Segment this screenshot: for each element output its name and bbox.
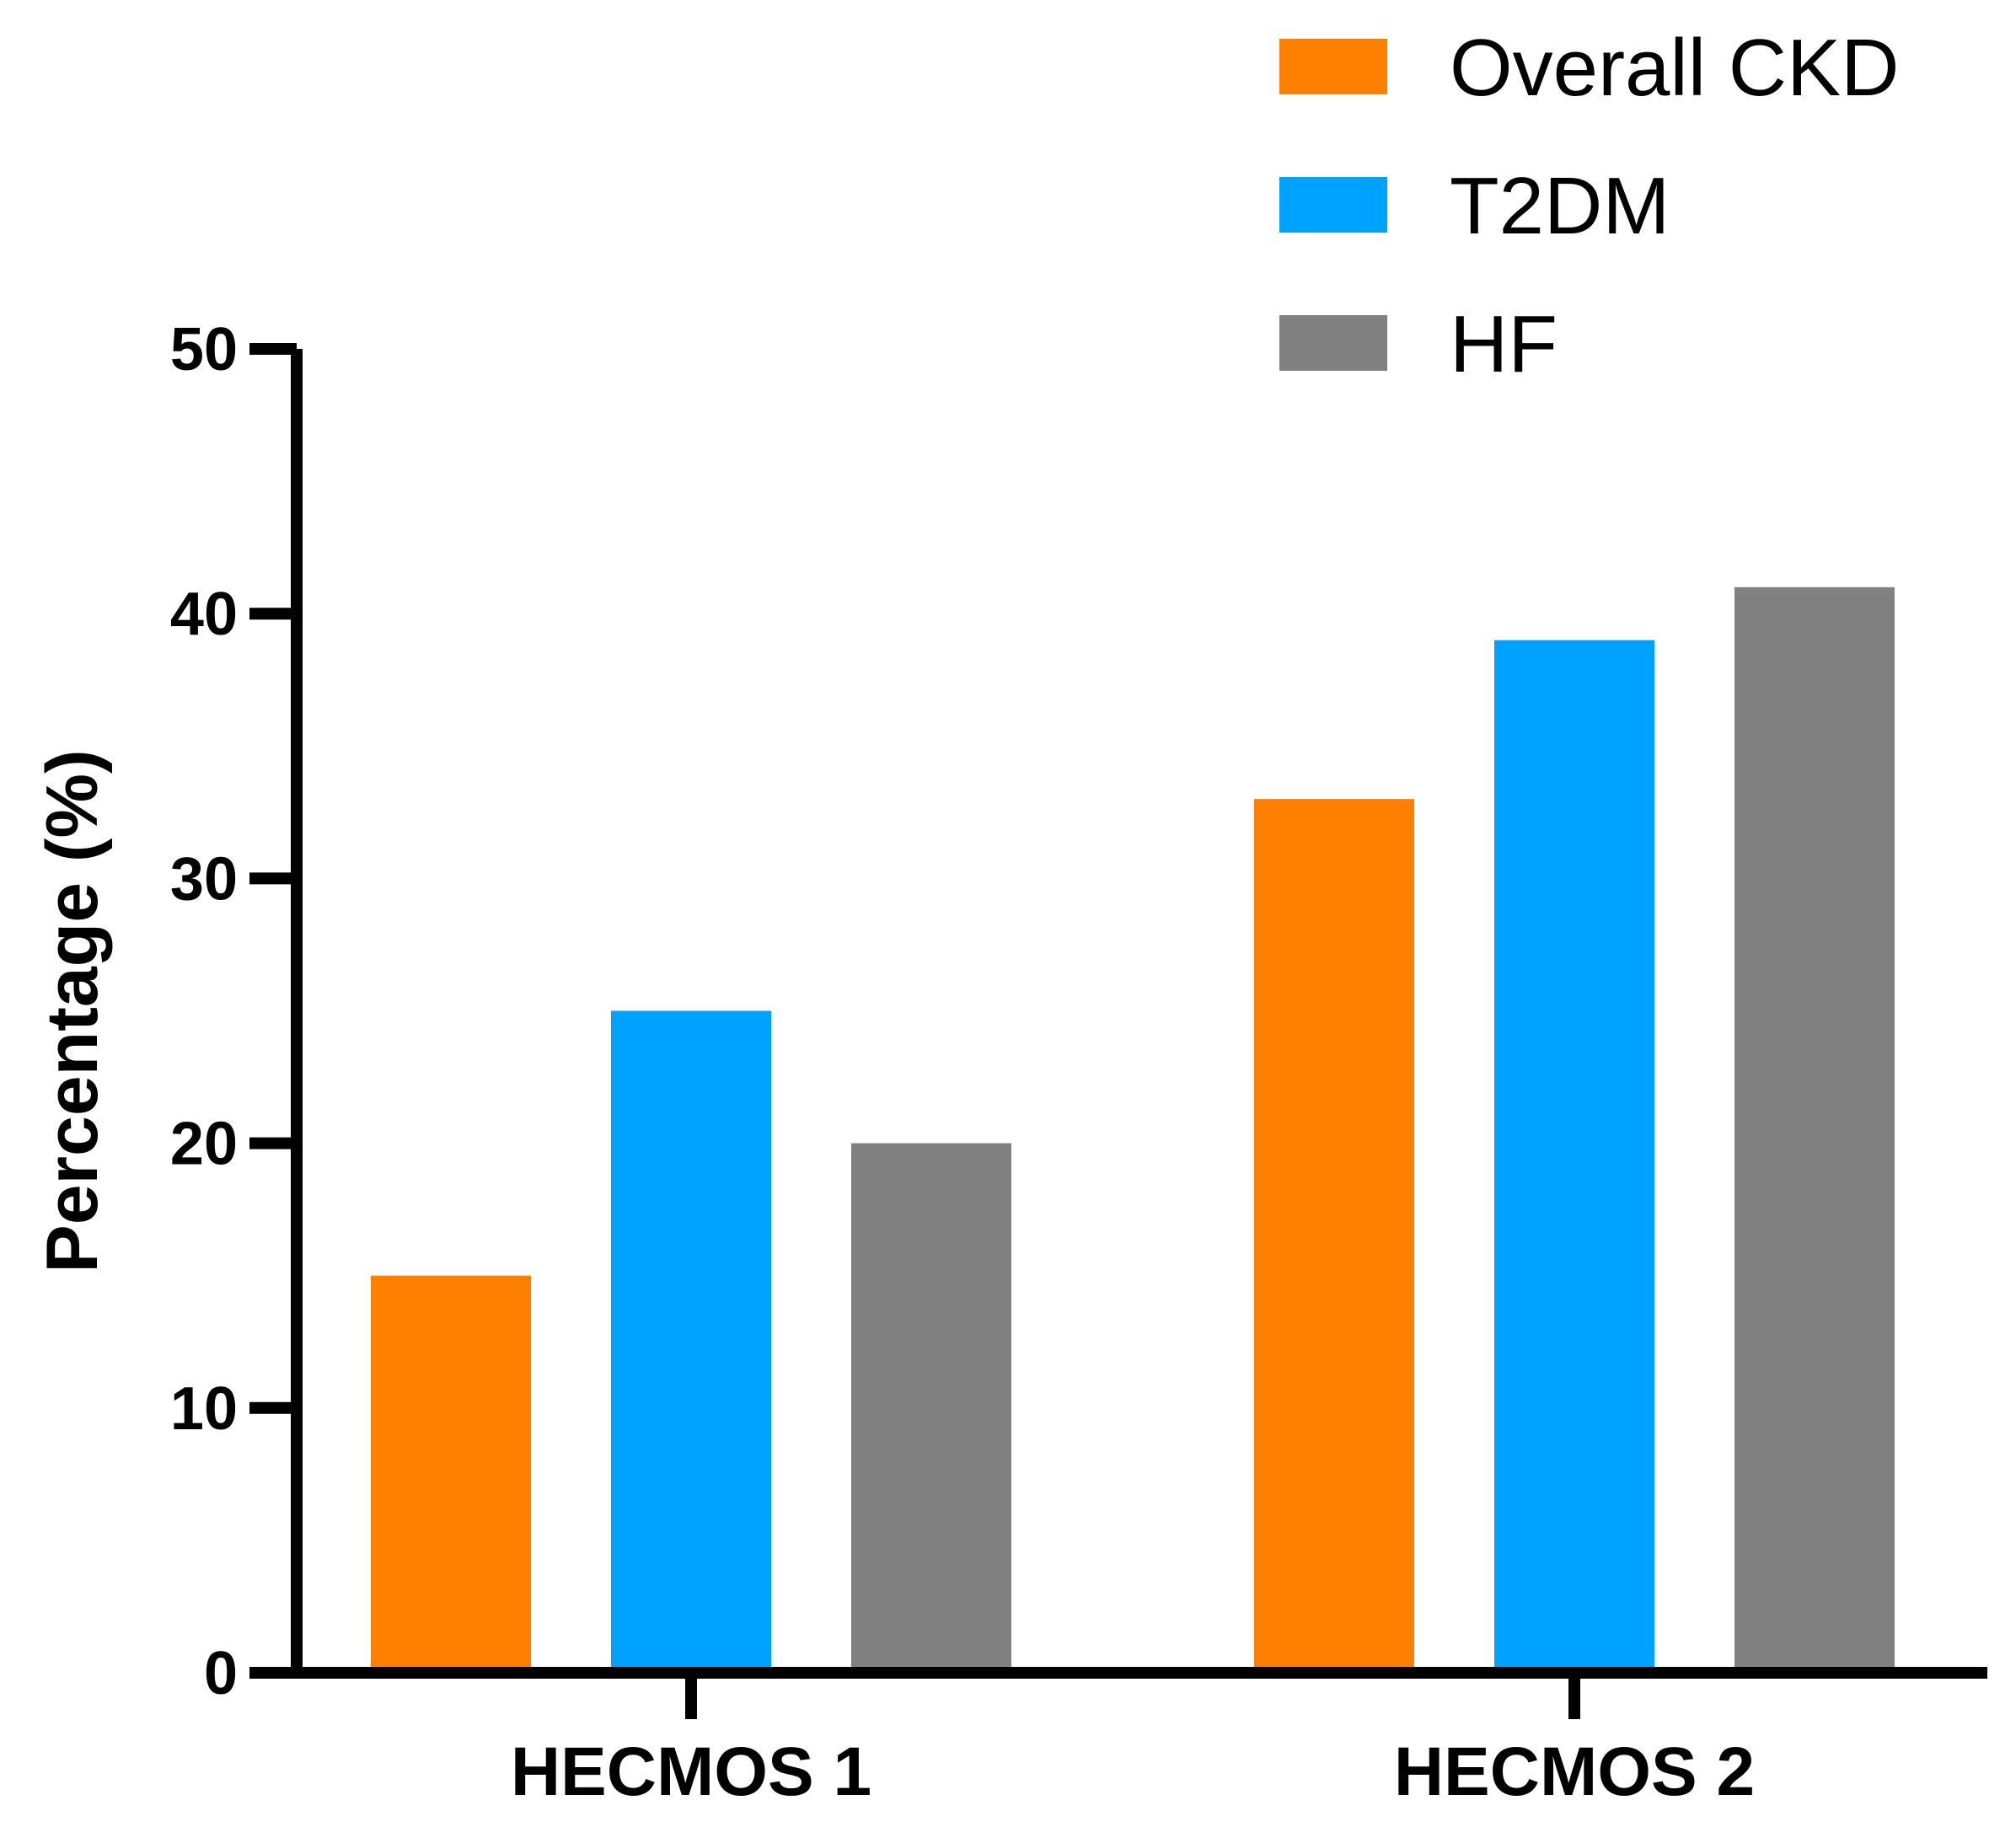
y-tick-label: 30: [170, 845, 238, 913]
legend-swatch: [1279, 315, 1387, 371]
legend-label: Overall CKD: [1450, 23, 1899, 113]
y-ticks: 0 10 20 30 40 50: [170, 316, 297, 1707]
bar-hf-hecmos-2: [1735, 587, 1895, 1673]
legend-swatch: [1279, 177, 1387, 233]
y-tick-label: 50: [170, 316, 238, 383]
x-ticks: HECMOS 1 HECMOS 2: [511, 1673, 1755, 1810]
bar-overall-ckd-hecmos-1: [371, 1275, 531, 1673]
legend: Overall CKD T2DM HF: [1279, 23, 1899, 389]
y-axis-title: Percentage (%): [32, 749, 113, 1272]
bar-hf-hecmos-1: [851, 1143, 1011, 1673]
bar-overall-ckd-hecmos-2: [1254, 799, 1414, 1673]
bars-layer: [371, 587, 1895, 1673]
legend-swatch: [1279, 39, 1387, 94]
y-tick-label: 0: [204, 1640, 238, 1707]
y-tick-label: 20: [170, 1111, 238, 1178]
bar-t2dm-hecmos-1: [611, 1010, 771, 1673]
legend-label: T2DM: [1450, 161, 1670, 251]
x-tick-label: HECMOS 2: [1394, 1733, 1755, 1810]
y-tick-label: 10: [170, 1375, 238, 1443]
x-tick-label: HECMOS 1: [511, 1733, 871, 1810]
legend-label: HF: [1450, 299, 1558, 389]
y-tick-label: 40: [170, 581, 238, 648]
axes-layer: [291, 349, 1987, 1679]
bar-t2dm-hecmos-2: [1494, 640, 1654, 1673]
